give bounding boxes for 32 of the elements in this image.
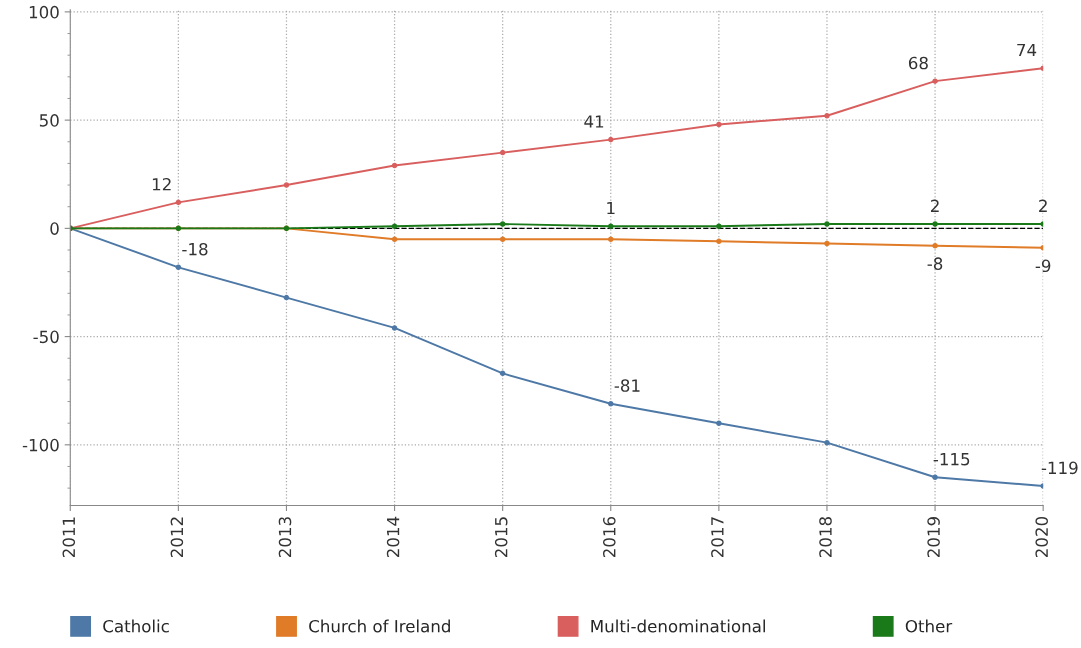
data-label: -81 — [614, 379, 640, 392]
data-label: -115 — [933, 453, 970, 466]
data-label: 1 — [607, 201, 615, 215]
data-label: 2 — [1039, 199, 1047, 212]
x-tick-label: 2014 — [386, 516, 400, 558]
data-label: -18 — [182, 242, 208, 256]
data-label: -119 — [1041, 461, 1078, 475]
y-tick-label: 50 — [39, 114, 59, 127]
legend-label: Other — [905, 619, 953, 633]
y-tick-label: -50 — [33, 330, 59, 344]
data-label: 12 — [152, 177, 171, 191]
x-tick-label: 2013 — [278, 517, 292, 558]
legend-label: Catholic — [103, 619, 169, 633]
x-tick-label: 2011 — [62, 517, 76, 558]
x-tick-label: 2017 — [711, 517, 724, 558]
data-label: 2 — [930, 199, 939, 212]
x-tick-label: 2012 — [170, 517, 184, 558]
x-tick-label: 2016 — [602, 516, 616, 558]
y-tick-label: 100 — [29, 5, 59, 19]
data-label: -8 — [927, 257, 943, 270]
data-label: 74 — [1017, 43, 1037, 57]
data-label: -9 — [1035, 259, 1051, 273]
data-label: 68 — [908, 56, 928, 70]
y-tick-label: 0 — [50, 222, 59, 235]
y-tick-label: -100 — [22, 438, 59, 452]
data-label: 41 — [584, 115, 604, 128]
x-tick-label: 2018 — [819, 517, 832, 558]
legend-label: Multi-denominational — [591, 619, 765, 633]
x-tick-label: 2015 — [494, 517, 508, 558]
x-tick-label: 2020 — [1035, 516, 1048, 558]
legend-label: Church of Ireland — [309, 619, 450, 633]
x-tick-label: 2019 — [927, 517, 940, 558]
